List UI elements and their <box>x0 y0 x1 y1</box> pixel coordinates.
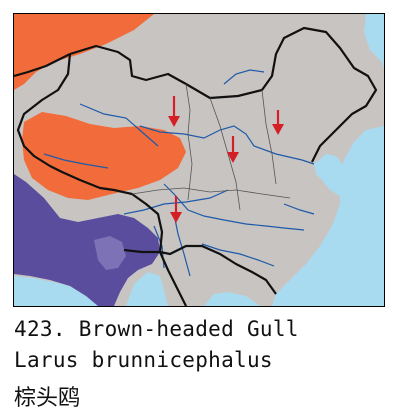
species-number-title: 423. Brown-headed Gull <box>14 317 299 341</box>
wintering-range-inner <box>94 236 126 270</box>
range-map <box>13 13 385 307</box>
down-arrow-icon <box>272 110 284 135</box>
chinese-name: 棕头鸥 <box>14 386 81 411</box>
down-arrow-icon <box>170 196 182 223</box>
range-map-svg <box>14 14 384 306</box>
wintering-range <box>14 174 160 306</box>
migration-arrows <box>168 96 284 223</box>
down-arrow-icon <box>227 136 239 163</box>
scientific-name: Larus brunnicephalus <box>14 348 273 372</box>
sea-south <box>14 272 260 306</box>
down-arrow-icon <box>168 96 180 127</box>
sea-bohai <box>314 154 348 196</box>
province-borders <box>131 83 291 211</box>
country-borders <box>14 26 378 306</box>
rivers <box>43 69 315 277</box>
breeding-range-north <box>14 14 154 90</box>
sea-east <box>272 14 384 306</box>
